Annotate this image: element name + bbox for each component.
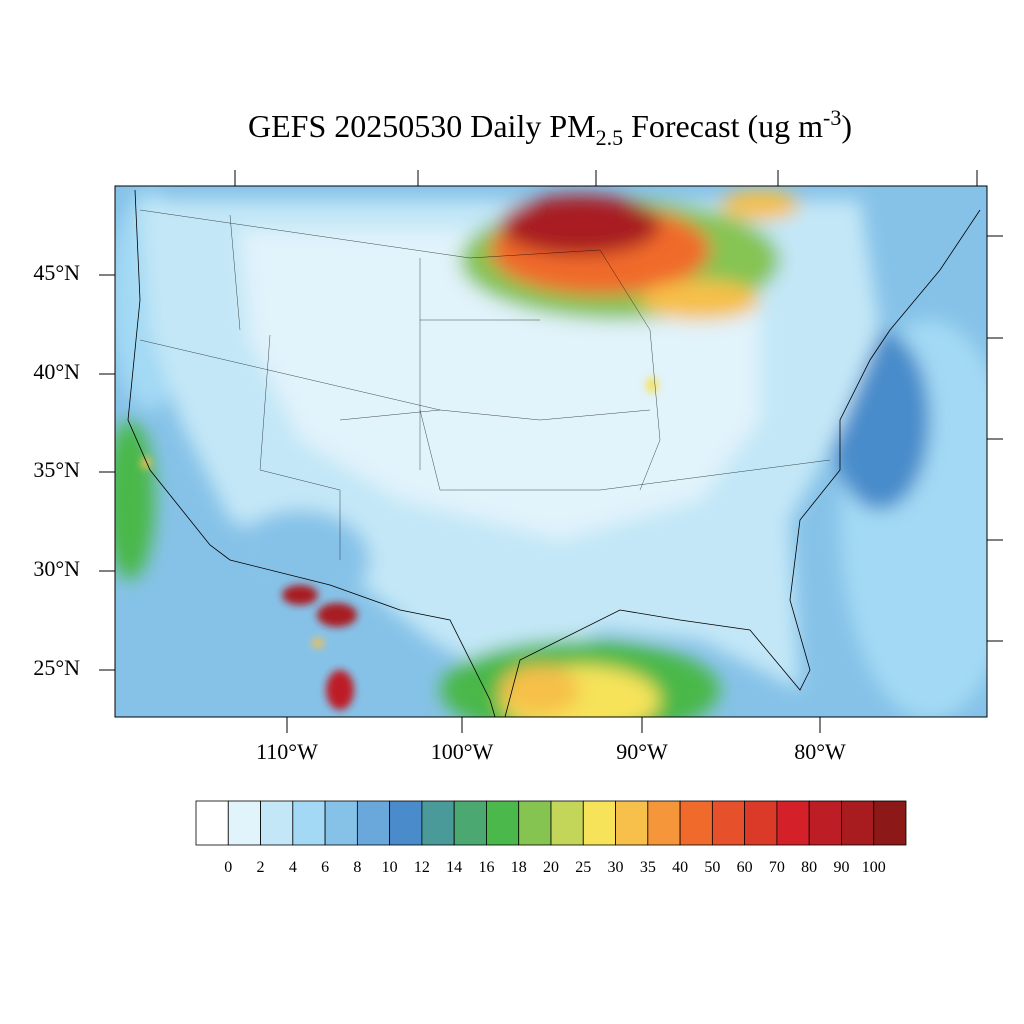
colorbar-label: 60: [737, 859, 753, 876]
colorbar-label: 35: [640, 859, 656, 876]
colorbar-label: 70: [769, 859, 785, 876]
colorbar-box: [486, 800, 520, 846]
longitude-label: 110°W: [256, 739, 318, 764]
colorbar-box: [356, 800, 391, 846]
pm25-field: [115, 186, 987, 717]
colorbar-label: 20: [543, 859, 559, 876]
colorbar-label: 16: [478, 859, 494, 876]
colorbar-label: 40: [672, 859, 688, 876]
colorbar-box: [324, 800, 358, 846]
latitude-label: 45°N: [33, 260, 80, 285]
colorbar-label: 80: [801, 859, 817, 876]
colorbar-box: [582, 800, 616, 846]
map-ticks: [99, 170, 1003, 733]
colorbar-label: 4: [289, 859, 297, 876]
longitude-label: 80°W: [794, 739, 846, 764]
title-text: ): [841, 108, 852, 144]
colorbar-label: 8: [353, 859, 361, 876]
colorbar-box: [453, 800, 487, 846]
colorbar-box: [841, 800, 875, 846]
colorbar-label: 50: [704, 859, 720, 876]
colorbar-label: 2: [257, 859, 265, 876]
colorbar-box: [227, 800, 261, 846]
latitude-label: 30°N: [33, 556, 80, 581]
colorbar-label: 90: [833, 859, 849, 876]
colorbar-label: 10: [382, 859, 398, 876]
colorbar-box: [647, 800, 681, 846]
colorbar-box: [518, 800, 552, 846]
longitude-label: 90°W: [616, 739, 668, 764]
colorbar-box: [679, 800, 713, 846]
map-frame: [114, 185, 988, 718]
colorbar-label: 100: [862, 859, 886, 876]
colorbar-label: 30: [608, 859, 624, 876]
colorbar-box: [421, 800, 455, 846]
colorbar-box: [744, 800, 778, 846]
colorbar-box: [615, 800, 649, 846]
colorbar-box: [711, 800, 746, 846]
latitude-label: 35°N: [33, 457, 80, 482]
colorbar-box: [776, 800, 810, 846]
colorbar-box: [260, 800, 294, 846]
colorbar-label: 25: [575, 859, 591, 876]
title-text: GEFS 20250530 Daily PM: [248, 108, 596, 144]
colorbar-label: 0: [224, 859, 232, 876]
title-superscript: -3: [823, 105, 841, 130]
title-text: Forecast (ug m: [623, 108, 823, 144]
colorbar-label: 12: [414, 859, 430, 876]
colorbar-label: 14: [446, 859, 462, 876]
colorbar-box: [873, 800, 907, 846]
colorbar-box: [292, 800, 326, 846]
colorbar-box: [389, 800, 423, 846]
colorbar-label: 6: [321, 859, 329, 876]
latitude-label: 40°N: [33, 359, 80, 384]
latitude-label: 25°N: [33, 655, 80, 680]
title-subscript: 2.5: [596, 125, 624, 150]
map-title: GEFS 20250530 Daily PM2.5 Forecast (ug m…: [248, 105, 852, 150]
colorbar-box: [808, 800, 842, 846]
longitude-label: 100°W: [431, 739, 494, 764]
colorbar-label: 18: [511, 859, 527, 876]
colorbar-box: [550, 800, 584, 846]
colorbar-box: [195, 800, 229, 846]
